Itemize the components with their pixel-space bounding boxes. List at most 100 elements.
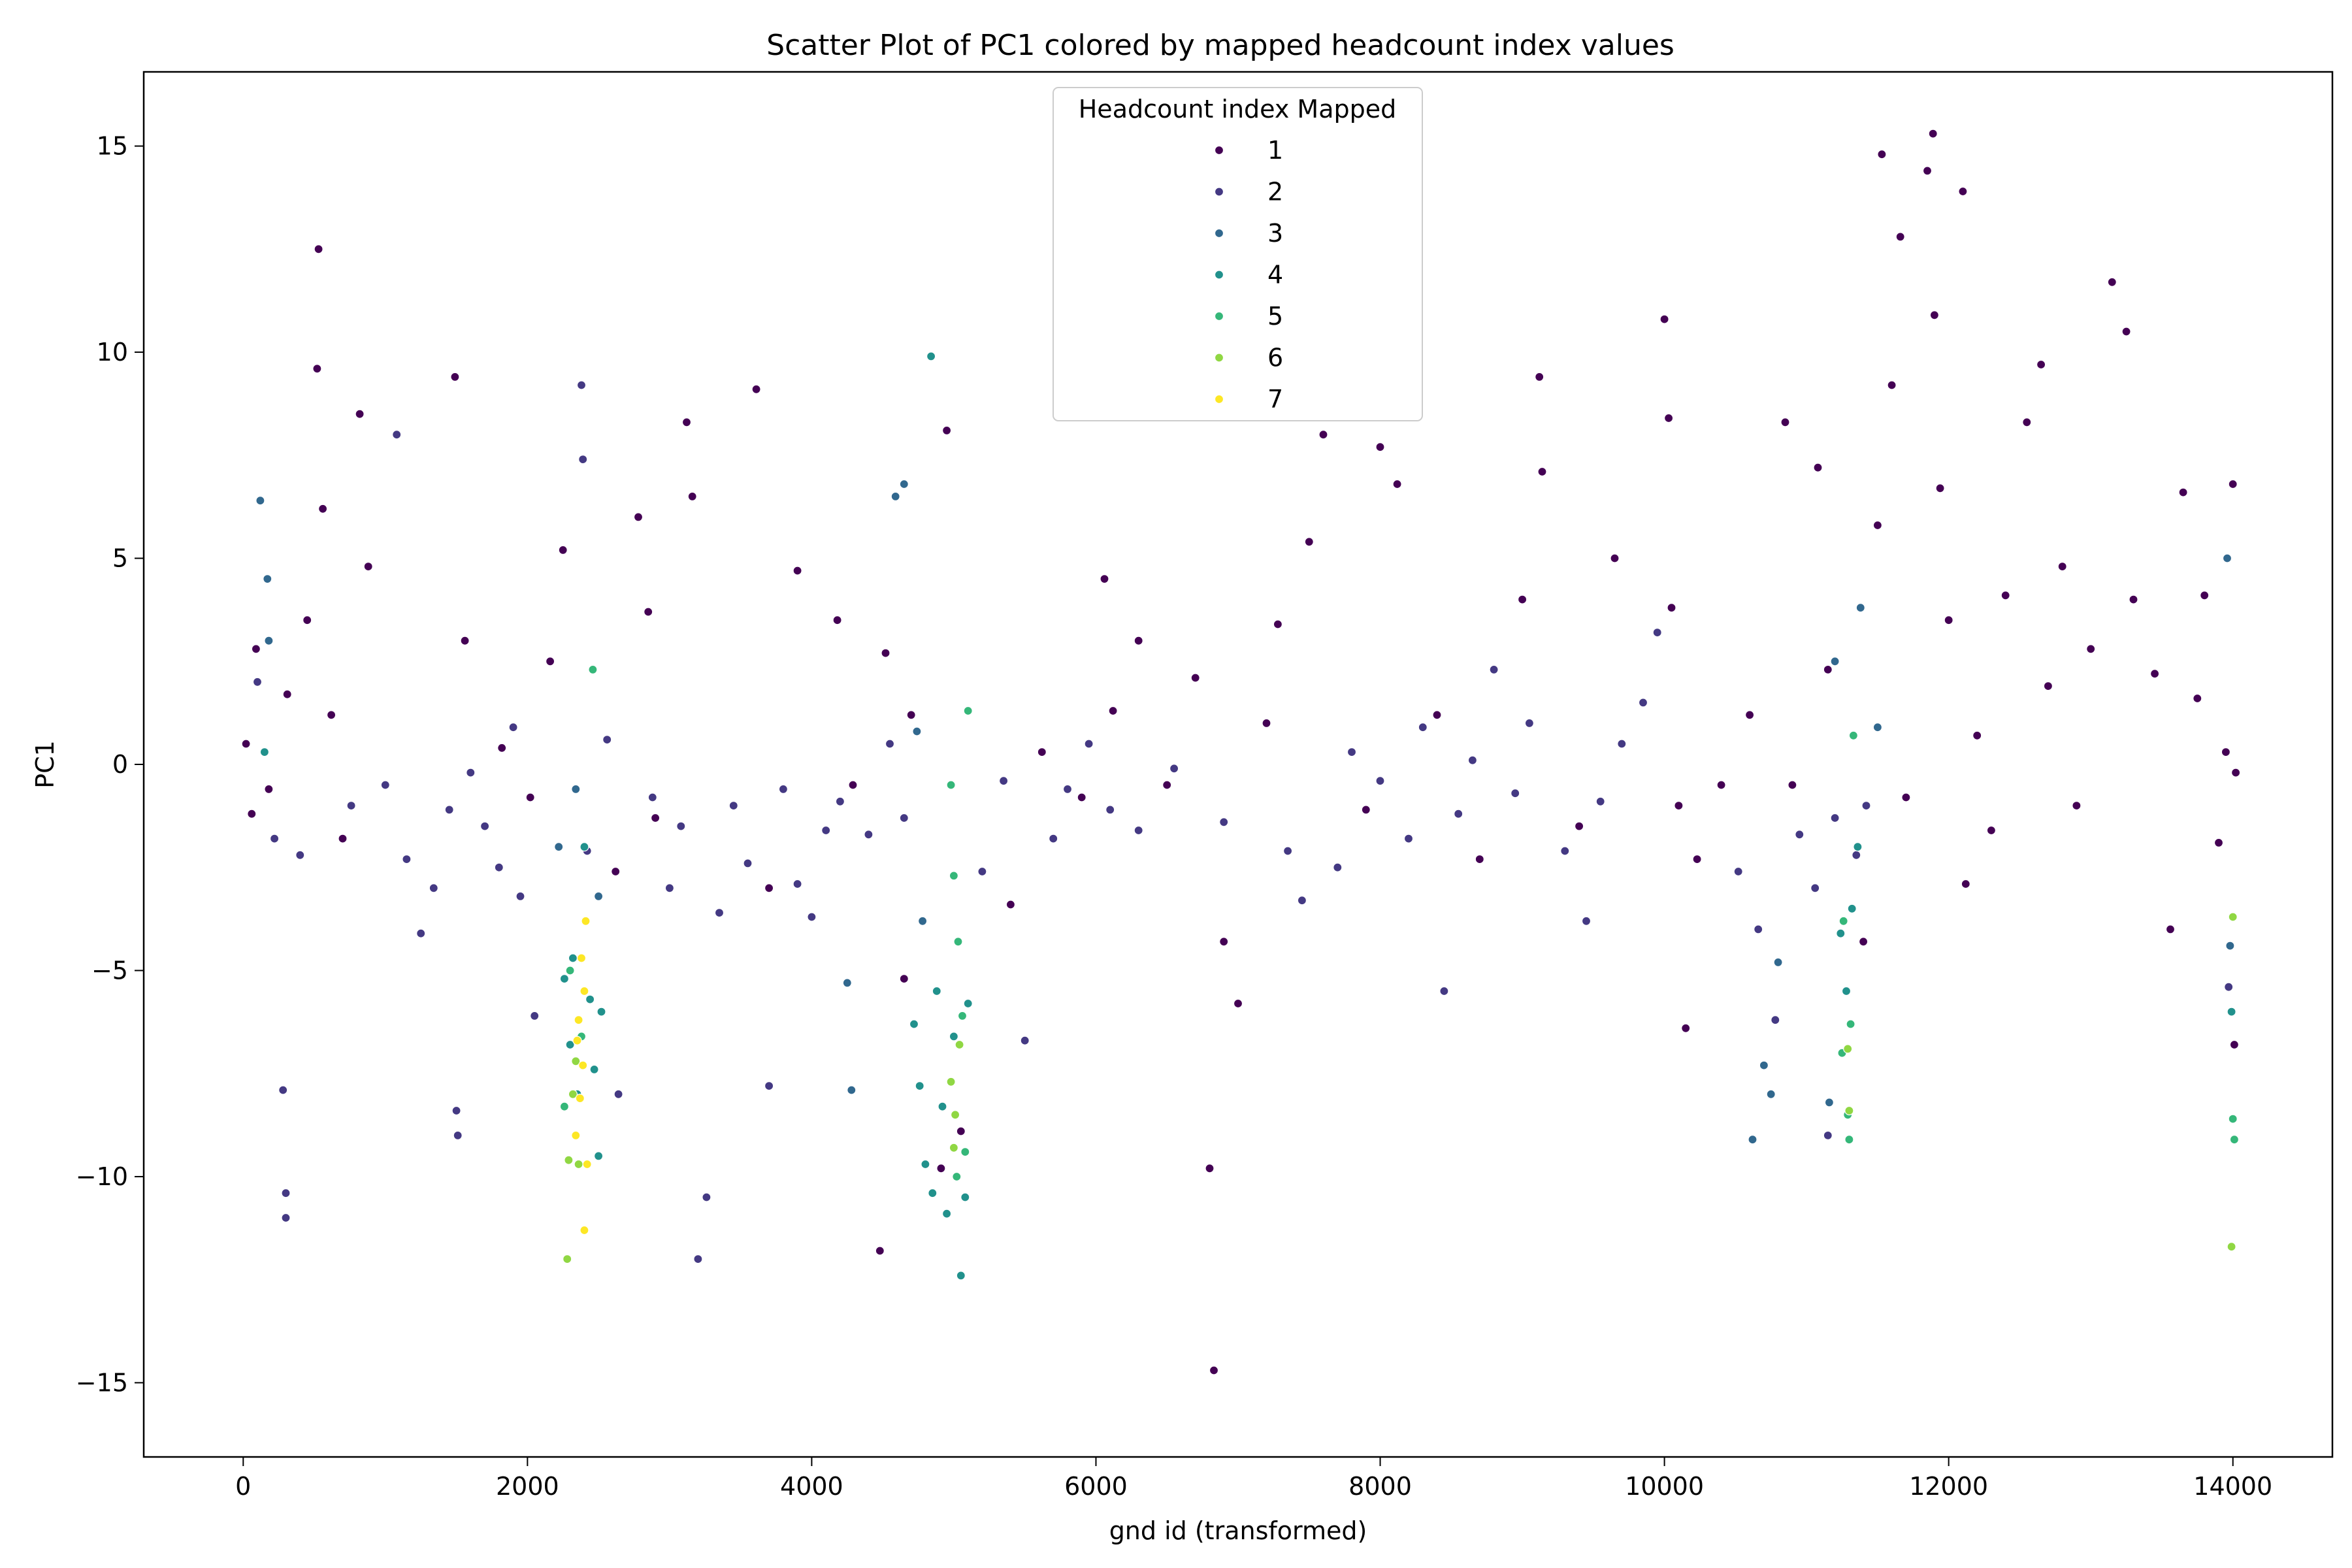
legend-box bbox=[1053, 87, 1423, 421]
data-point-hc2-58 bbox=[1403, 834, 1414, 843]
data-point-hc1-102 bbox=[2178, 487, 2188, 497]
data-point-hc1-55 bbox=[1392, 479, 1402, 489]
data-point-hc1-84 bbox=[1935, 483, 1945, 493]
data-point-hc1-90 bbox=[2001, 591, 2010, 600]
data-point-hc6-12 bbox=[2228, 912, 2238, 922]
y-tick-label: 15 bbox=[97, 132, 128, 161]
data-point-hc3-12 bbox=[1748, 1135, 1757, 1145]
data-point-hc1-101 bbox=[2165, 924, 2176, 934]
data-point-hc4-2 bbox=[565, 1039, 575, 1050]
data-point-hc1-76 bbox=[1872, 520, 1882, 531]
data-point-hc1-28 bbox=[832, 615, 842, 625]
data-point-hc1-32 bbox=[899, 973, 909, 984]
data-point-hc3-9 bbox=[899, 479, 909, 489]
data-point-hc7-0 bbox=[571, 1130, 581, 1141]
data-point-hc2-41 bbox=[885, 739, 895, 749]
data-point-hc7-4 bbox=[578, 1060, 588, 1070]
data-point-hc3-3 bbox=[554, 842, 564, 852]
x-tick-label: 10000 bbox=[1625, 1472, 1704, 1501]
legend-entries: 1 2 3 4 5 6 7 bbox=[1214, 136, 1283, 414]
data-point-hc6-9 bbox=[1843, 1044, 1853, 1054]
x-tick-label: 14000 bbox=[2193, 1472, 2272, 1501]
x-tick-label: 4000 bbox=[780, 1472, 843, 1501]
data-point-hc1-99 bbox=[2129, 595, 2138, 604]
data-point-hc1-73 bbox=[1813, 463, 1823, 472]
data-point-hc2-6 bbox=[346, 800, 356, 811]
data-point-hc2-61 bbox=[1454, 809, 1463, 819]
x-axis: 0 2000 4000 6000 8000 10000 12000 14000 bbox=[235, 1457, 2272, 1501]
data-point-hc1-16 bbox=[525, 792, 535, 802]
data-point-hc2-52 bbox=[1219, 817, 1229, 827]
y-tick-label: 5 bbox=[112, 544, 128, 573]
data-point-hc5-3 bbox=[588, 664, 598, 675]
legend-label-7: 7 bbox=[1267, 385, 1283, 414]
legend-label-2: 2 bbox=[1267, 178, 1283, 206]
data-point-hc1-13 bbox=[450, 372, 460, 382]
data-point-hc2-35 bbox=[778, 784, 789, 794]
x-axis-label: gnd id (transformed) bbox=[1109, 1516, 1367, 1545]
data-point-hc6-3 bbox=[574, 1159, 583, 1169]
data-point-hc1-80 bbox=[1901, 792, 1911, 802]
legend-marker-7 bbox=[1214, 394, 1224, 404]
y-axis-label: PC1 bbox=[31, 740, 59, 789]
data-point-hc1-6 bbox=[312, 364, 322, 374]
data-point-hc2-51 bbox=[1169, 764, 1179, 774]
data-point-hc2-24 bbox=[602, 734, 612, 745]
data-point-hc2-7 bbox=[380, 780, 390, 790]
data-point-hc2-8 bbox=[392, 430, 402, 440]
data-point-hc1-1 bbox=[247, 809, 257, 819]
data-point-hc2-9 bbox=[402, 854, 412, 864]
data-point-hc2-47 bbox=[1062, 784, 1073, 794]
data-point-hc1-42 bbox=[1134, 636, 1143, 645]
data-point-hc1-39 bbox=[1077, 792, 1086, 802]
data-point-hc1-25 bbox=[751, 384, 761, 394]
data-point-hc2-38 bbox=[821, 825, 831, 836]
data-point-hc1-30 bbox=[875, 1246, 885, 1256]
data-point-hc1-37 bbox=[1005, 900, 1016, 909]
data-point-hc2-15 bbox=[466, 768, 476, 777]
legend-marker-3 bbox=[1214, 228, 1224, 238]
data-point-hc3-15 bbox=[1773, 957, 1783, 968]
data-point-hc2-5 bbox=[295, 850, 305, 860]
data-point-hc2-17 bbox=[494, 862, 504, 872]
data-point-hc3-14 bbox=[1766, 1089, 1776, 1099]
data-point-hc7-5 bbox=[580, 986, 589, 996]
data-point-hc5-6 bbox=[953, 937, 963, 947]
data-point-hc6-10 bbox=[1844, 1105, 1854, 1116]
data-point-hc2-44 bbox=[998, 776, 1009, 786]
data-point-hc6-6 bbox=[950, 1110, 960, 1120]
data-point-hc4-26 bbox=[2227, 1007, 2236, 1017]
data-point-hc5-13 bbox=[1844, 1135, 1854, 1145]
data-point-hc1-96 bbox=[2086, 644, 2096, 654]
data-point-hc1-29 bbox=[848, 780, 858, 790]
data-point-hc2-42 bbox=[899, 813, 909, 823]
data-point-hc6-0 bbox=[563, 1254, 572, 1264]
data-point-hc2-25 bbox=[613, 1089, 623, 1099]
legend-label-1: 1 bbox=[1267, 136, 1283, 165]
data-point-hc1-19 bbox=[611, 866, 621, 877]
data-point-hc1-82 bbox=[1928, 129, 1938, 139]
data-point-hc6-5 bbox=[946, 1077, 956, 1086]
data-point-hc5-1 bbox=[565, 966, 575, 975]
data-point-hc2-68 bbox=[1595, 796, 1605, 806]
data-point-hc2-79 bbox=[1852, 850, 1861, 860]
data-point-hc2-43 bbox=[977, 866, 987, 877]
data-point-hc2-65 bbox=[1524, 718, 1534, 728]
data-point-hc2-60 bbox=[1439, 986, 1449, 996]
data-point-hc3-13 bbox=[1759, 1060, 1769, 1070]
data-point-hc4-20 bbox=[960, 1192, 970, 1202]
data-point-hc1-17 bbox=[545, 657, 555, 666]
legend-title: Headcount index Mapped bbox=[1079, 95, 1397, 123]
data-point-hc1-97 bbox=[2107, 277, 2117, 287]
data-point-hc2-78 bbox=[1830, 813, 1840, 823]
y-tick-label: 0 bbox=[112, 750, 128, 779]
data-point-hc1-3 bbox=[264, 784, 274, 794]
data-point-hc1-8 bbox=[318, 504, 328, 514]
data-point-hc1-107 bbox=[2228, 479, 2238, 489]
data-point-hc5-18 bbox=[2229, 1135, 2239, 1145]
data-point-hc2-53 bbox=[1282, 846, 1293, 856]
data-point-hc5-14 bbox=[1848, 730, 1858, 740]
data-point-hc3-18 bbox=[1855, 603, 1865, 613]
data-point-hc1-27 bbox=[792, 566, 802, 576]
data-point-hc4-7 bbox=[589, 1064, 599, 1075]
